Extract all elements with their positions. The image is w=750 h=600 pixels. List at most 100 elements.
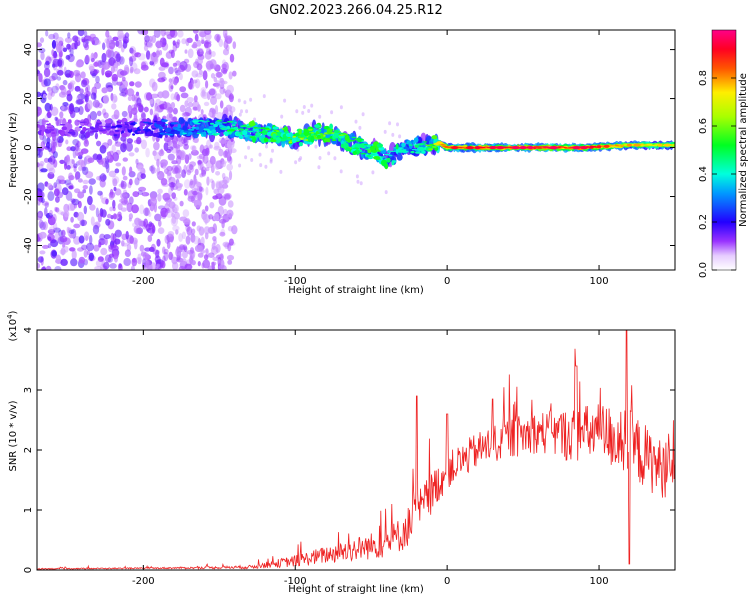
ridge-mark xyxy=(338,134,344,136)
ridge-mark xyxy=(172,122,179,125)
noise-blob xyxy=(94,132,98,140)
ridge-mark xyxy=(150,122,154,124)
noise-blob xyxy=(47,243,52,249)
noise-blob xyxy=(168,182,176,188)
noise-blob xyxy=(77,30,85,37)
noise-blob xyxy=(214,105,219,115)
noise-blob xyxy=(72,149,77,159)
noise-blob xyxy=(317,165,321,170)
noise-blob xyxy=(71,159,75,165)
ridge-mark xyxy=(226,120,234,123)
noise-blob xyxy=(179,73,183,81)
noise-blob xyxy=(47,183,53,189)
noise-blob xyxy=(48,87,54,96)
noise-blob xyxy=(182,244,188,251)
noise-blob xyxy=(314,144,318,149)
ridge-mark xyxy=(242,124,247,127)
noise-blob xyxy=(145,50,151,60)
ridge-mark xyxy=(46,123,50,126)
noise-blob xyxy=(221,63,227,70)
noise-blob xyxy=(160,159,168,167)
noise-blob xyxy=(66,165,71,170)
noise-blob xyxy=(37,106,42,116)
ridge-mark xyxy=(48,128,55,132)
noise-blob xyxy=(37,212,41,219)
noise-blob xyxy=(212,256,219,261)
noise-blob xyxy=(81,219,85,227)
noise-blob xyxy=(44,202,49,208)
ridge-mark xyxy=(373,156,381,160)
noise-blob xyxy=(189,164,194,171)
noise-blob xyxy=(92,53,97,60)
noise-blob xyxy=(280,114,284,119)
noise-blob xyxy=(37,199,41,206)
ridge-mark xyxy=(441,144,446,146)
ridge-peak xyxy=(633,143,641,147)
noise-blob xyxy=(131,107,138,115)
noise-blob xyxy=(121,200,130,206)
noise-blob xyxy=(114,255,118,263)
ridge-mark xyxy=(189,128,195,131)
noise-blob xyxy=(126,88,135,97)
noise-blob xyxy=(186,37,193,43)
noise-blob xyxy=(168,201,176,209)
noise-blob xyxy=(181,38,187,45)
noise-blob xyxy=(159,57,165,67)
ridge-mark xyxy=(144,134,152,137)
noise-blob xyxy=(129,68,134,74)
noise-blob xyxy=(77,191,85,199)
noise-blob xyxy=(150,93,159,99)
noise-blob xyxy=(82,189,87,194)
noise-blob xyxy=(95,259,103,267)
ridge-mark xyxy=(428,148,434,151)
noise-blob xyxy=(245,109,249,114)
noise-blob xyxy=(200,109,204,115)
snr-x-axis-label: Height of straight line (km) xyxy=(288,584,424,595)
noise-blob xyxy=(62,79,68,86)
noise-blob xyxy=(87,157,95,163)
noise-blob xyxy=(339,169,343,174)
noise-blob xyxy=(101,142,109,150)
noise-blob xyxy=(191,70,199,78)
x-tick-label: -100 xyxy=(284,276,307,287)
noise-blob xyxy=(168,82,174,92)
noise-blob xyxy=(231,225,238,235)
noise-blob xyxy=(103,234,111,240)
ridge-mark xyxy=(118,119,124,122)
noise-blob xyxy=(210,73,216,79)
ridge-mark xyxy=(183,130,190,133)
noise-blob xyxy=(250,158,254,162)
ridge-peak xyxy=(589,145,594,149)
noise-blob xyxy=(181,111,190,118)
ridge-mark xyxy=(192,120,199,123)
ridge-mark xyxy=(156,120,163,125)
noise-blob xyxy=(122,40,128,49)
noise-blob xyxy=(77,247,84,252)
y-tick-label: 40 xyxy=(23,43,34,56)
noise-blob xyxy=(198,226,205,236)
noise-blob xyxy=(129,235,134,244)
noise-blob xyxy=(214,141,220,150)
noise-blob xyxy=(51,39,57,49)
noise-blob xyxy=(193,95,198,103)
ridge-mark xyxy=(349,140,356,142)
noise-blob xyxy=(202,70,208,81)
noise-blob xyxy=(65,190,73,201)
noise-blob xyxy=(89,234,93,245)
noise-blob xyxy=(89,111,98,121)
noise-blob xyxy=(227,259,233,265)
noise-blob xyxy=(169,30,176,38)
noise-blob xyxy=(120,207,127,212)
ridge-mark xyxy=(303,129,310,137)
noise-blob xyxy=(222,176,230,184)
noise-blob xyxy=(68,175,75,181)
noise-blob xyxy=(163,102,172,111)
ridge-mark xyxy=(333,132,339,139)
ridge-mark xyxy=(155,127,160,129)
y-tick-label: 3 xyxy=(23,387,34,393)
noise-blob xyxy=(356,179,360,184)
noise-blob xyxy=(42,244,49,249)
noise-blob xyxy=(100,173,107,182)
noise-blob xyxy=(56,76,62,81)
